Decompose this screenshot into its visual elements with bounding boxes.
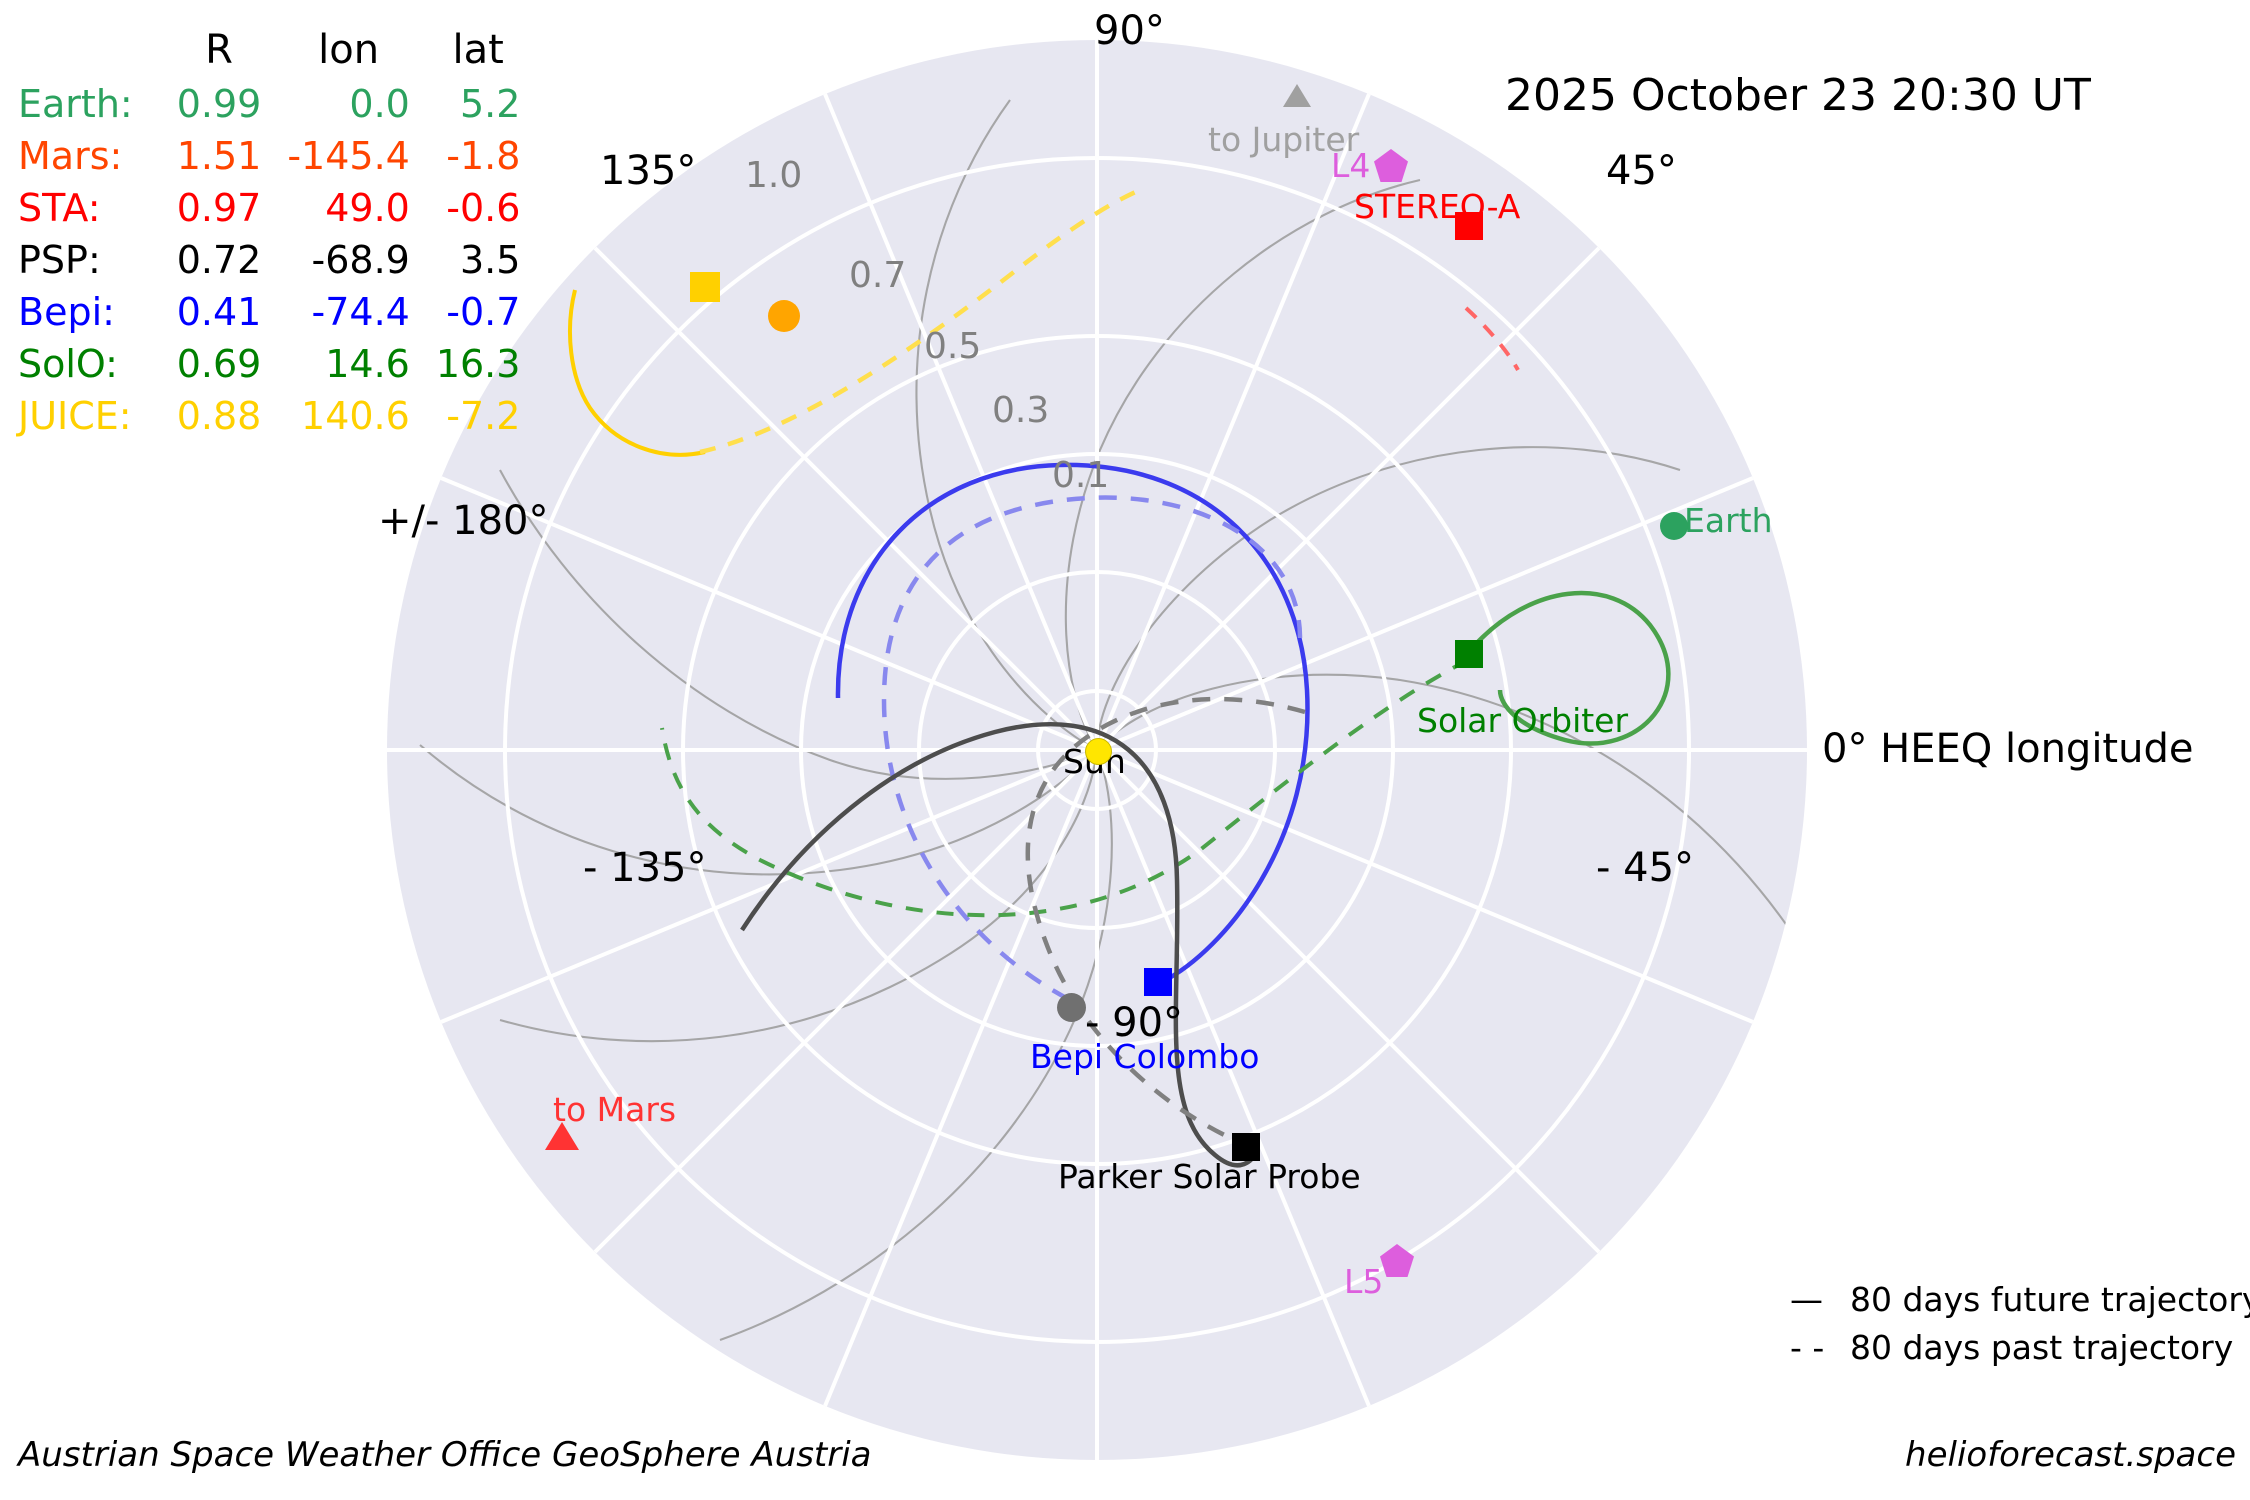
- body-name: SolO:: [18, 342, 118, 386]
- radial-tick-label: 0.7: [849, 255, 907, 296]
- parker-solar-probe-label: Parker Solar Probe: [1058, 1157, 1361, 1196]
- r-value: 0.69: [176, 342, 262, 386]
- l5-marker: [1380, 1244, 1414, 1277]
- angle-tick-label: 90°: [1094, 8, 1165, 54]
- mercury-marker: [1057, 993, 1086, 1022]
- radial-tick-label: 0.5: [924, 326, 982, 367]
- l4-marker: [1374, 149, 1408, 182]
- table-row: SolO: 0.69 14.6 16.3: [18, 338, 520, 390]
- lon-value: -68.9: [311, 238, 410, 282]
- radial-tick-label: 0.1: [1052, 455, 1110, 496]
- venus-marker: [768, 300, 800, 332]
- solid-line-glyph: —: [1790, 1279, 1823, 1319]
- to-mars-marker: [545, 1122, 579, 1150]
- legend-label-future: 80 days future trajectory: [1850, 1279, 2250, 1319]
- angle-tick-label: - 135°: [583, 845, 707, 891]
- page-title: 2025 October 23 20:30 UT: [1505, 70, 2091, 121]
- table-header-row: R lon lat: [18, 30, 520, 78]
- dashed-line-glyph: - -: [1790, 1327, 1825, 1367]
- lat-value: -7.2: [446, 394, 521, 438]
- col-header-lon: lon: [318, 27, 380, 73]
- trajectory-solo-future: [1472, 590, 1671, 746]
- table-row: JUICE: 0.88 140.6 -7.2: [18, 390, 520, 442]
- col-header-lat: lat: [452, 27, 504, 73]
- r-value: 0.88: [176, 394, 262, 438]
- lon-value: 14.6: [325, 342, 410, 386]
- lon-value: 140.6: [301, 394, 410, 438]
- body-name: PSP:: [18, 238, 101, 282]
- lat-value: -0.7: [446, 290, 521, 334]
- trajectory-legend: — 80 days future trajectory - - 80 days …: [1790, 1275, 2250, 1371]
- radial-tick-label: 0.3: [992, 390, 1050, 431]
- juice-marker: [690, 272, 720, 302]
- heeq-longitude-label: 0° HEEQ longitude: [1822, 726, 2194, 772]
- solar-orbiter-label: Solar Orbiter: [1417, 701, 1629, 740]
- body-name: JUICE:: [18, 394, 132, 438]
- l5-label: L5: [1344, 1262, 1384, 1301]
- trajectory-bepi-past: [881, 495, 1303, 1002]
- lon-value: 0.0: [349, 82, 410, 126]
- body-name: STA:: [18, 186, 101, 230]
- lon-value: 49.0: [325, 186, 410, 230]
- lat-value: -1.8: [446, 134, 521, 178]
- col-header-r: R: [205, 27, 233, 73]
- stereo-a-marker: [1455, 212, 1483, 240]
- solar-orbiter-marker: [1455, 640, 1483, 668]
- body-name: Bepi:: [18, 290, 115, 334]
- parker-solar-probe-marker: [1232, 1133, 1260, 1161]
- r-value: 0.41: [176, 290, 262, 334]
- table-row: Mars: 1.51 -145.4 -1.8: [18, 130, 520, 182]
- table-row: Earth: 0.99 0.0 5.2: [18, 78, 520, 130]
- angle-tick-label: 45°: [1606, 148, 1677, 194]
- angle-tick-label: 135°: [600, 148, 697, 194]
- trajectory-juice-future: [568, 289, 706, 457]
- earth-marker: [1660, 512, 1688, 540]
- stereo-a-label: STEREO-A: [1354, 187, 1521, 226]
- radial-tick-label: 1.0: [745, 155, 803, 196]
- r-value: 0.97: [176, 186, 262, 230]
- body-name: Earth:: [18, 82, 133, 126]
- lat-value: 3.5: [460, 238, 521, 282]
- table-row: STA: 0.97 49.0 -0.6: [18, 182, 520, 234]
- footer-left: Austrian Space Weather Office GeoSphere …: [18, 1435, 872, 1475]
- bepi-colombo-marker: [1144, 968, 1172, 996]
- lat-value: 16.3: [435, 342, 521, 386]
- trajectory-solo-past: [660, 658, 1469, 918]
- radial-gridlines: [503, 156, 1691, 1344]
- trajectory-juice-past: [699, 187, 1141, 455]
- angle-tick-label: - 45°: [1596, 845, 1695, 891]
- to-jupiter-marker: [1283, 84, 1311, 107]
- legend-row-past: - - 80 days past trajectory: [1790, 1323, 2250, 1371]
- angle-tick-label: - 90°: [1085, 1000, 1184, 1046]
- body-name: Mars:: [18, 134, 123, 178]
- earth-label: Earth: [1684, 501, 1773, 540]
- sun-marker: [1085, 738, 1112, 765]
- legend-label-past: 80 days past trajectory: [1850, 1327, 2234, 1367]
- angle-tick-label: +/- 180°: [378, 498, 549, 544]
- l4-label: L4: [1331, 146, 1371, 185]
- footer-right: helioforecast.space: [1905, 1435, 2236, 1475]
- trajectory-psp-future: [740, 722, 1261, 1168]
- lat-value: -0.6: [446, 186, 521, 230]
- col-header-body: [18, 30, 151, 78]
- lon-value: -74.4: [311, 290, 410, 334]
- table-row: PSP: 0.72 -68.9 3.5: [18, 234, 520, 286]
- bepi-colombo-label: Bepi Colombo: [1030, 1037, 1260, 1076]
- r-value: 0.72: [176, 238, 262, 282]
- lon-value: -145.4: [287, 134, 410, 178]
- r-value: 0.99: [176, 82, 262, 126]
- legend-row-future: — 80 days future trajectory: [1790, 1275, 2250, 1323]
- r-value: 1.51: [176, 134, 262, 178]
- trajectory-bepi-future: [835, 462, 1310, 985]
- trajectory-stereo-a-past: [1464, 306, 1520, 371]
- table-row: Bepi: 0.41 -74.4 -0.7: [18, 286, 520, 338]
- lat-value: 5.2: [460, 82, 521, 126]
- to-jupiter-label: to Jupiter: [1208, 120, 1360, 159]
- position-table: R lon lat Earth: 0.99 0.0 5.2 Mars: 1.51 -145.…: [18, 30, 520, 442]
